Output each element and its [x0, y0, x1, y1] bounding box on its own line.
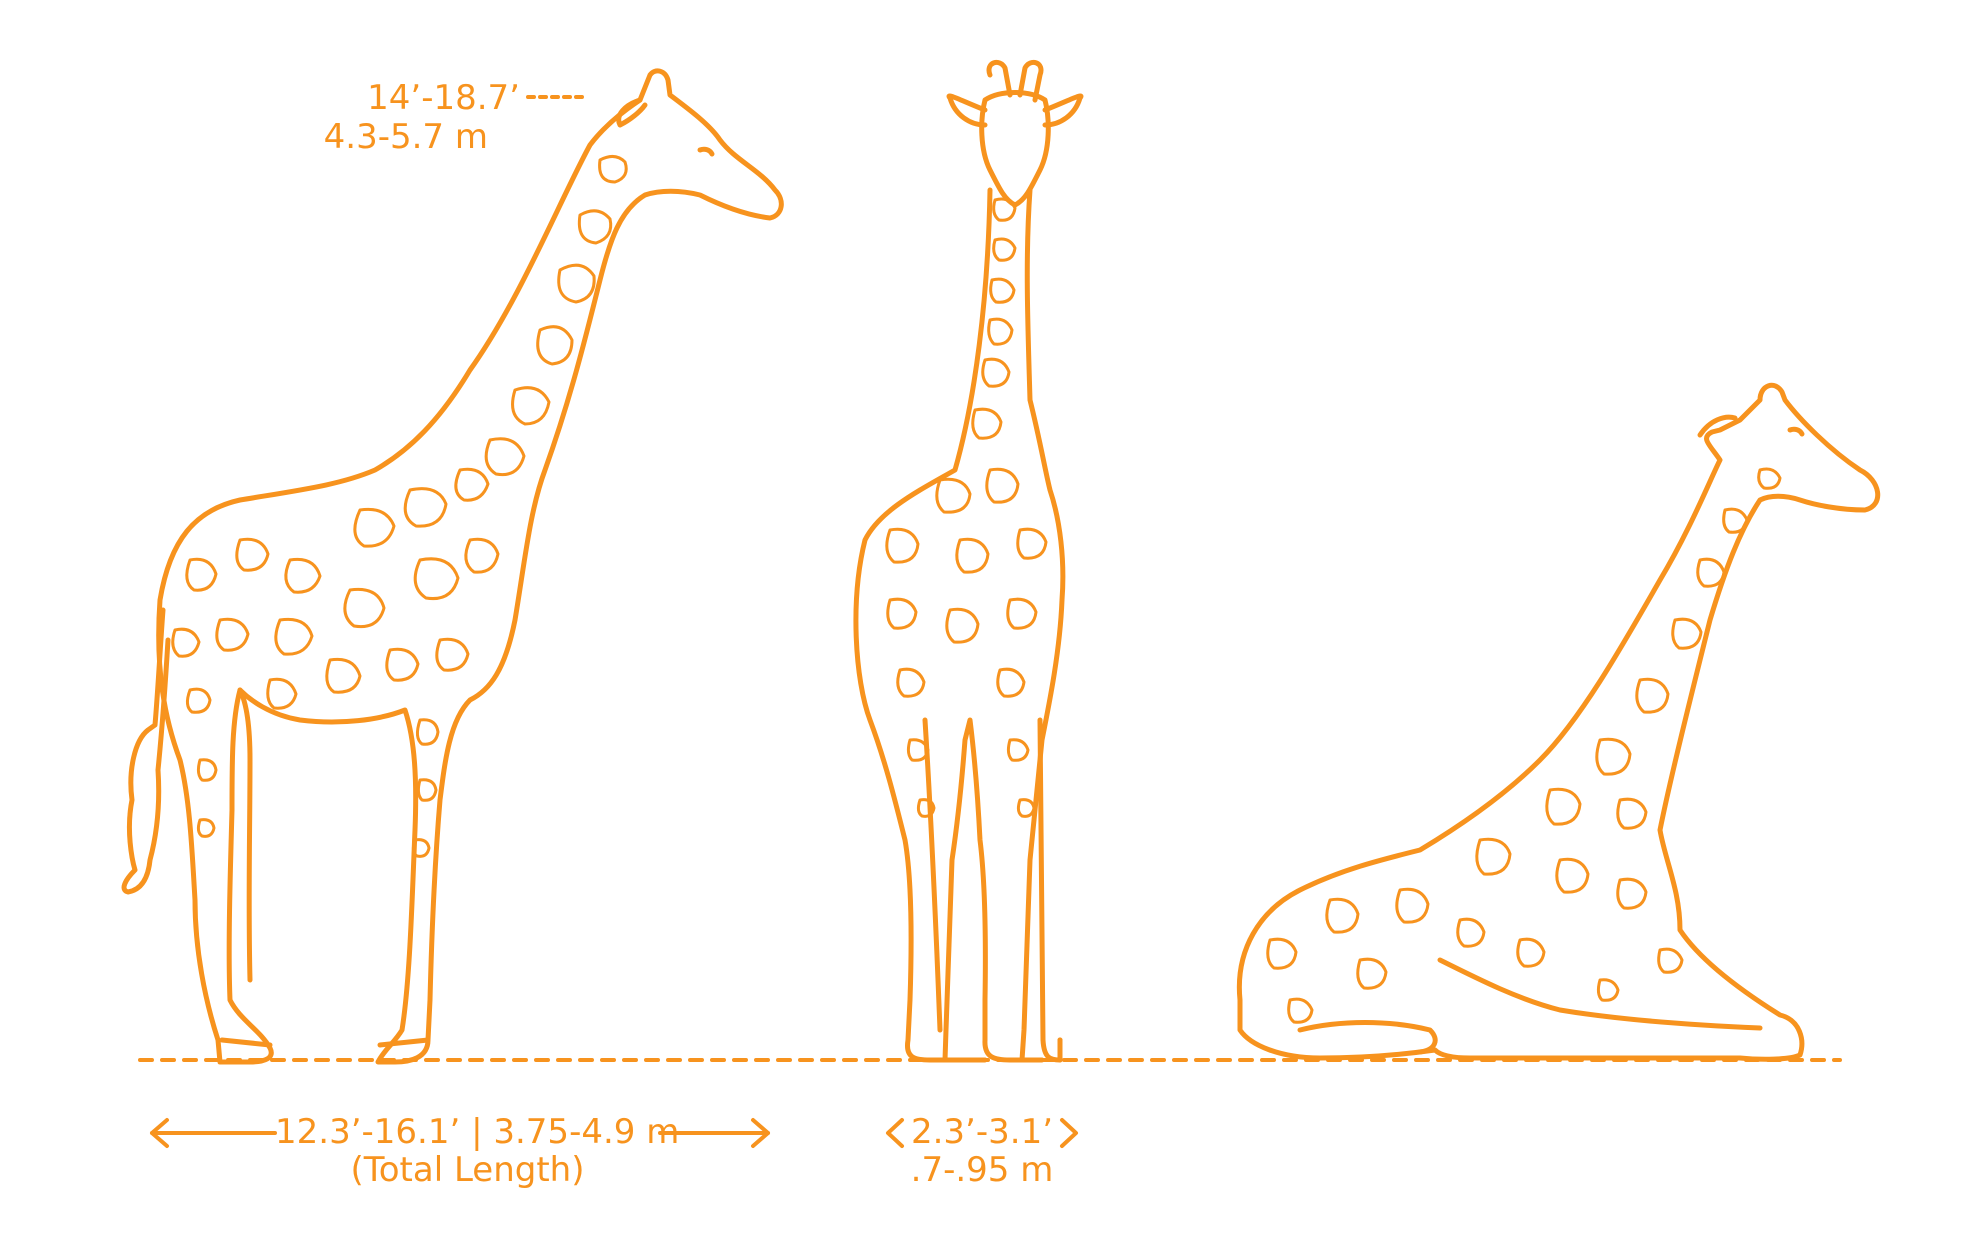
- length-arrow-right: [658, 1118, 770, 1148]
- giraffe-lying-down-icon: [1236, 382, 1881, 1062]
- giraffe-standing-side-icon: [121, 68, 784, 1065]
- giraffe-lying-spots: [1266, 467, 1782, 1024]
- height-imperial-label: 14’-18.7’: [367, 78, 520, 118]
- length-arrow-left: [150, 1118, 277, 1148]
- giraffe-side-spots: [171, 155, 628, 858]
- width-arrow-right: [1060, 1118, 1078, 1148]
- giraffe-front-spots: [885, 197, 1048, 818]
- length-note-label: (Total Length): [350, 1150, 585, 1190]
- length-dimension-label: 12.3’-16.1’ | 3.75-4.9 m: [275, 1112, 680, 1152]
- width-arrow-left: [886, 1118, 904, 1148]
- giraffe-standing-front-icon: [853, 59, 1084, 1063]
- height-metric-label: 4.3-5.7 m: [323, 117, 488, 157]
- width-metric-label: .7-.95 m: [910, 1150, 1054, 1190]
- width-imperial-label: 2.3’-3.1’: [910, 1112, 1054, 1152]
